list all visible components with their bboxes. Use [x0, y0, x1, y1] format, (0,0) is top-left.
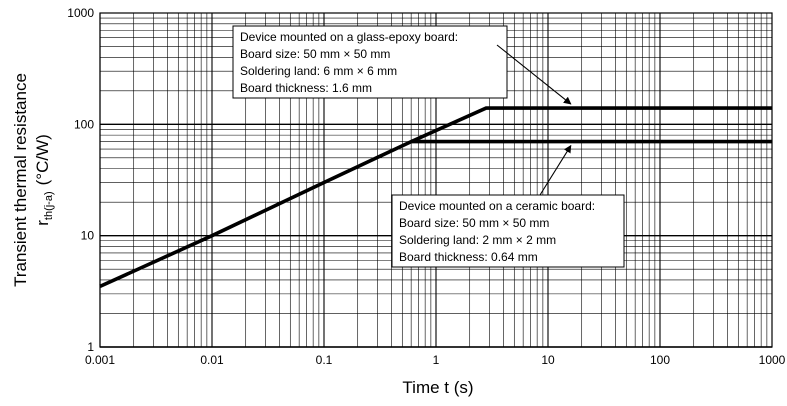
- y-axis-label-subscript: th(j-a): [43, 191, 55, 220]
- tick-labels: 0.001 0.01 0.1 1 10 100 1000 1 10 100 1000: [67, 6, 785, 367]
- y-axis-label: Transient thermal resistance rth(j-a) (°C…: [11, 73, 55, 287]
- x-tick-label: 10: [541, 353, 555, 367]
- y-axis-label-unit-line: rth(j-a) (°C/W): [33, 134, 55, 226]
- annotation-text: Board size: 50 mm × 50 mm: [399, 216, 549, 230]
- annotation-text: Soldering land: 6 mm × 6 mm: [240, 64, 397, 78]
- x-axis-label: Time t (s): [402, 378, 473, 397]
- annotation-text: Board thickness: 1.6 mm: [240, 81, 372, 95]
- x-tick-label: 0.1: [316, 353, 333, 367]
- annotation-text: Device mounted on a glass-epoxy board:: [240, 30, 458, 44]
- annotation-text: Device mounted on a ceramic board:: [399, 199, 595, 213]
- y-axis-label-symbol: r: [33, 220, 52, 226]
- annotation-text: Soldering land: 2 mm × 2 mm: [399, 233, 556, 247]
- y-tick-label: 1: [87, 340, 94, 354]
- annotation-box-1: [232, 25, 508, 99]
- annotations: Device mounted on a glass-epoxy board: Bo…: [232, 25, 625, 268]
- series-line-1: [99, 106, 772, 289]
- x-tick-label: 0.001: [85, 353, 115, 367]
- annotation-arrow-1: [496, 44, 572, 105]
- y-tick-label: 1000: [67, 6, 94, 20]
- y-axis-label-main: Transient thermal resistance: [11, 73, 30, 287]
- y-axis-label-unit: (°C/W): [33, 134, 52, 185]
- plot-frame: [99, 12, 773, 348]
- y-tick-label: 10: [81, 229, 95, 243]
- annotation-arrow-2: [539, 144, 572, 196]
- annotation-box-2: [391, 194, 625, 268]
- annotation-text: Board size: 50 mm × 50 mm: [240, 47, 390, 61]
- x-tick-label: 0.01: [200, 353, 224, 367]
- x-tick-label: 1: [433, 353, 440, 367]
- series-group: [99, 106, 772, 289]
- x-tick-label: 100: [650, 353, 670, 367]
- annotation-text: Board thickness: 0.64 mm: [399, 250, 538, 264]
- y-tick-label: 100: [74, 117, 94, 131]
- x-tick-label: 1000: [759, 353, 786, 367]
